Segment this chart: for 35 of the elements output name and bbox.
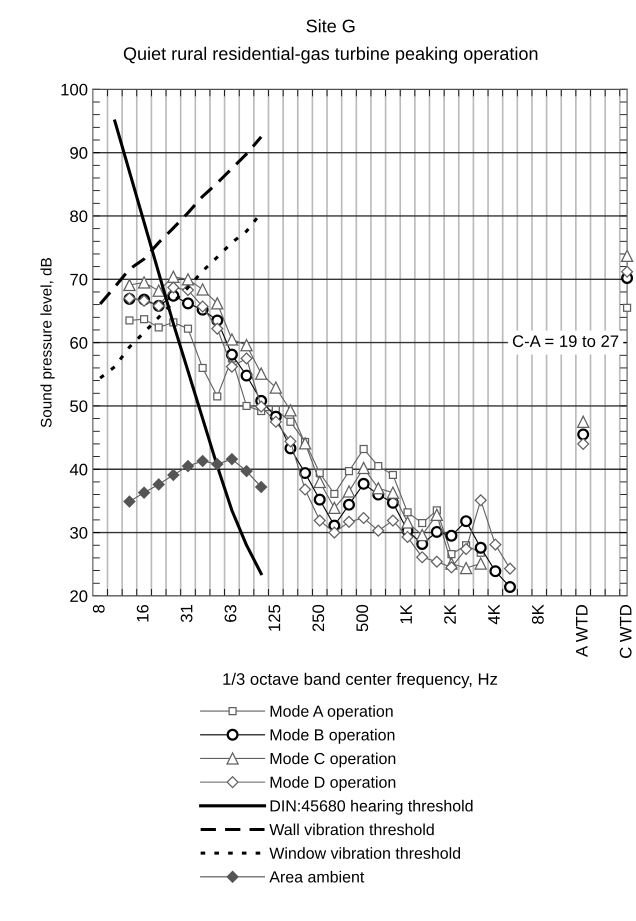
legend-label: Mode A operation	[270, 705, 393, 720]
x-tick-label: 16	[136, 604, 149, 622]
x-tick-label: 500	[356, 604, 368, 632]
x-tick-label: 8K	[532, 604, 544, 624]
chart-subtitle: Quiet rural residential-gas turbine peaking operation	[124, 46, 538, 64]
x-axis-title: 1/3 octave band center frequency, Hz	[223, 672, 498, 688]
x-tick-label: 8	[92, 604, 105, 613]
y-tick-label: 70	[70, 274, 88, 286]
x-tick-label: 125	[268, 604, 280, 631]
y-tick-label: 30	[70, 526, 88, 539]
legend-label: Wall vibration threshold	[269, 823, 434, 836]
y-tick-label: 80	[70, 210, 88, 222]
legend-label: Window vibration threshold	[269, 847, 460, 859]
x-tick-label: 1K	[400, 604, 412, 624]
x-tick-label: 63	[224, 604, 236, 622]
y-tick-label: 40	[70, 464, 88, 476]
x-tick-label: 250	[312, 604, 324, 632]
y-tick-label: 60	[70, 337, 88, 349]
y-tick-label: 20	[70, 590, 88, 602]
y-tick-label: 100	[61, 84, 88, 96]
y-tick-label: 90	[70, 147, 88, 159]
x-tick-label: 31	[180, 605, 192, 622]
y-tick-label: 50	[70, 400, 88, 412]
legend-label: Area ambient	[269, 870, 364, 883]
legend-label: Mode B operation	[270, 728, 394, 744]
legend-label: Mode C operation	[270, 752, 396, 768]
x-tick-label: C WTD	[620, 605, 632, 658]
annotation: C-A = 19 to 27	[512, 335, 618, 348]
chart-title: Site G	[306, 19, 354, 32]
y-axis-title: Sound pressure level, dB	[40, 258, 55, 428]
legend-label: Mode D operation	[270, 776, 396, 792]
x-tick-label: A WTD	[576, 605, 588, 657]
legend-label: DIN:45680 hearing threshold	[270, 800, 473, 815]
x-tick-label: 2K	[444, 604, 456, 624]
x-tick-label: 4K	[488, 604, 500, 624]
